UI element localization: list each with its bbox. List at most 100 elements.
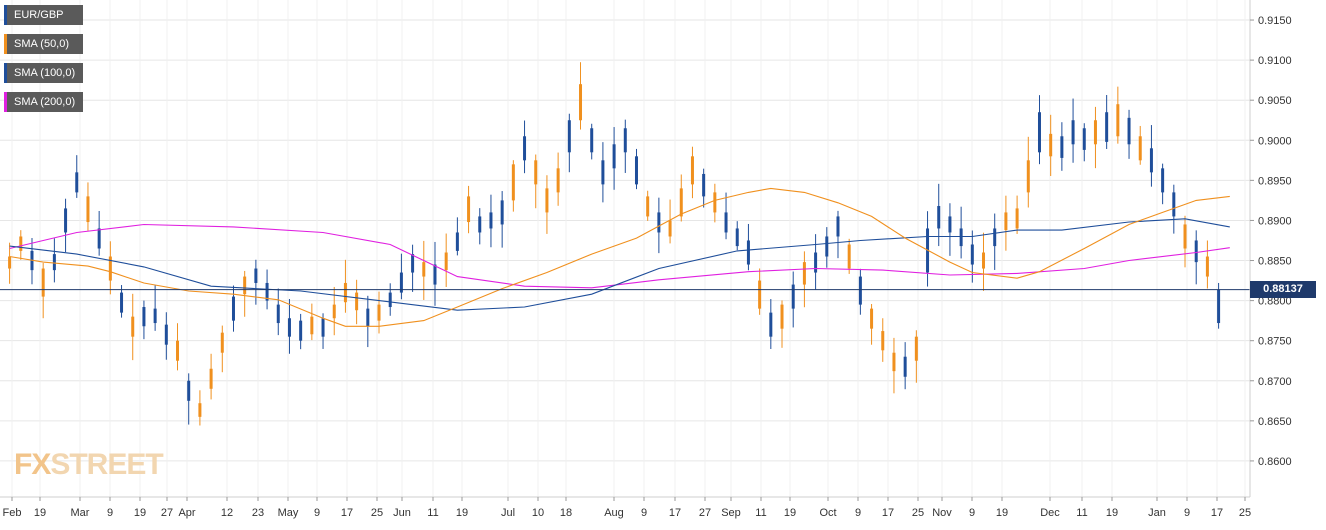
x-tick-label: 25 [912, 507, 924, 519]
candle-body [892, 352, 896, 372]
x-tick-label: 12 [221, 507, 233, 519]
candle-body [377, 304, 381, 321]
candle [220, 325, 224, 373]
legend-item-sma100[interactable]: SMA (100,0) [4, 63, 84, 83]
candle [612, 127, 616, 190]
candle [534, 154, 538, 209]
candle-body [623, 128, 627, 153]
candle-body [1138, 136, 1142, 161]
candle-body [903, 356, 907, 377]
candle-body [657, 212, 661, 233]
candle [1082, 123, 1086, 162]
candle [108, 241, 112, 295]
candle [702, 168, 706, 208]
candle-body [590, 128, 594, 153]
candle-body [814, 252, 818, 273]
candle [858, 268, 862, 315]
candle [825, 227, 829, 268]
x-tick-label: 17 [341, 507, 353, 519]
candle-body [511, 164, 515, 201]
candle [500, 191, 504, 248]
candle-body [366, 308, 370, 327]
candle [601, 142, 605, 203]
legend-swatch-sma200 [4, 92, 7, 112]
candle [668, 199, 672, 244]
candle [388, 283, 392, 316]
legend-item-sma200[interactable]: SMA (200,0) [4, 92, 84, 112]
candle-body [332, 304, 336, 319]
x-tick-label: 9 [969, 507, 975, 519]
candle-body [444, 252, 448, 271]
candle [243, 270, 247, 317]
x-tick-label: 19 [456, 507, 468, 519]
legend-label-sma100: SMA (100,0) [14, 67, 76, 79]
candle-body [231, 296, 235, 321]
candle [299, 313, 303, 350]
candle-body [847, 244, 851, 269]
candle [75, 155, 79, 198]
x-tick-label: Jun [393, 507, 411, 519]
candle [52, 238, 56, 283]
candle-body [556, 168, 560, 193]
fxstreet-logo: FXSTREET [14, 448, 164, 482]
candle [64, 198, 68, 253]
candle-body [75, 172, 79, 193]
candle-body [870, 308, 874, 329]
candle-body [355, 292, 359, 311]
candle [914, 330, 918, 383]
candle [366, 295, 370, 348]
x-tick-label: 11 [1076, 507, 1087, 519]
candle-body [713, 192, 717, 213]
candle-body [343, 282, 347, 303]
candle [1205, 240, 1209, 289]
candle [187, 373, 191, 425]
candle-body [825, 236, 829, 257]
candle [646, 190, 650, 221]
candle [164, 312, 168, 360]
candle [1138, 125, 1142, 165]
x-tick-label: 11 [755, 507, 766, 519]
candle [1004, 195, 1008, 251]
candle-body [601, 160, 605, 185]
candle-body [399, 272, 403, 293]
y-tick-label: 0.8850 [1258, 256, 1292, 268]
candles [8, 62, 1221, 426]
candle-body [478, 216, 482, 233]
candle-body [702, 173, 706, 197]
candle-body [131, 316, 135, 337]
x-tick-label: 17 [882, 507, 894, 519]
candle-body [321, 318, 325, 337]
candle-body [1172, 192, 1176, 217]
candle-body [1105, 112, 1109, 142]
candle-body [209, 368, 213, 389]
candle [690, 146, 694, 199]
candle [769, 299, 773, 349]
candle-body [97, 228, 101, 249]
candle-body [1037, 112, 1041, 153]
legend-item-eurgbp[interactable]: EUR/GBP [4, 5, 84, 25]
candle [579, 62, 583, 130]
candle-body [198, 403, 202, 417]
y-tick-label: 0.9000 [1258, 135, 1292, 147]
candle-body [243, 276, 247, 295]
candle-body [679, 188, 683, 217]
legend-item-sma50[interactable]: SMA (50,0) [4, 34, 84, 54]
candle [231, 285, 235, 332]
candle-body [287, 318, 291, 337]
candle [1217, 282, 1221, 329]
legend-swatch-eurgbp [4, 5, 7, 25]
candle-body [802, 262, 806, 285]
x-tick-label: 27 [161, 507, 173, 519]
candle [511, 160, 515, 212]
candle-body [567, 120, 571, 153]
x-tick-label: Dec [1040, 507, 1060, 519]
candle-body [1004, 212, 1008, 231]
candle-body [455, 232, 459, 251]
x-tick-label: 25 [371, 507, 383, 519]
candle-body [646, 196, 650, 217]
candle [321, 313, 325, 349]
candle-body [1161, 168, 1165, 193]
candle [937, 183, 941, 247]
candle [758, 268, 762, 315]
candle-body [265, 282, 269, 301]
